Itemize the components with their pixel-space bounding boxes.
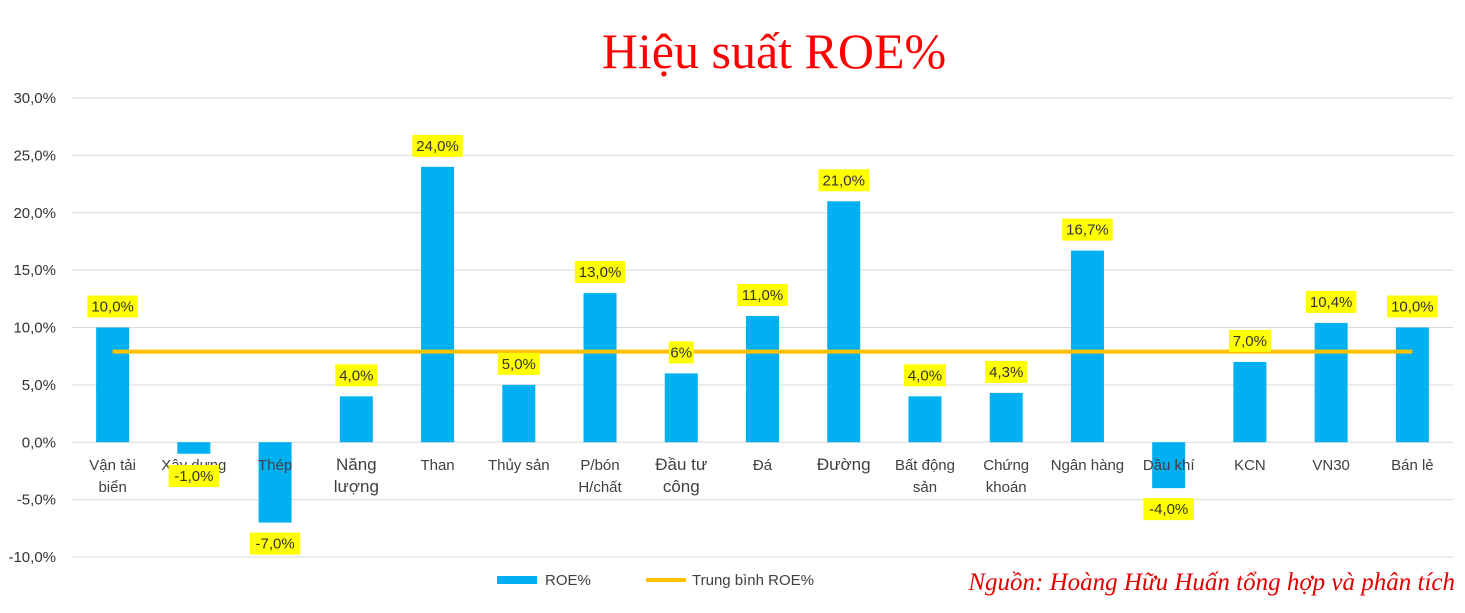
category-label: Vận tải biển — [89, 457, 136, 496]
y-tick-label: 20,0% — [13, 205, 56, 222]
data-label: 6% — [670, 344, 692, 361]
bar — [664, 373, 698, 443]
bar — [989, 392, 1023, 443]
data-label-bg — [1062, 218, 1113, 241]
category-label: KCN — [1234, 457, 1266, 474]
bar — [1395, 327, 1429, 443]
data-label: 10,4% — [1310, 294, 1353, 311]
data-label-bg — [668, 341, 694, 364]
data-label-bg — [249, 532, 301, 555]
category-label: Đường — [817, 455, 871, 474]
y-tick-label: 30,0% — [13, 90, 56, 107]
bar — [96, 327, 130, 443]
bar — [746, 316, 779, 443]
y-tick-label: 15,0% — [13, 262, 56, 279]
category-label: VN30 — [1312, 457, 1350, 474]
legend-label-average: Trung bình ROE% — [692, 572, 814, 589]
category-label: Thép — [258, 457, 292, 474]
bar — [1152, 442, 1186, 489]
bar — [177, 442, 211, 454]
category-label: Thủy sản — [488, 457, 550, 474]
data-label: -7,0% — [255, 536, 294, 553]
y-tick-label: 25,0% — [13, 147, 56, 164]
category-labels: Vận tảibiểnXây dựngThépNănglượngThanThủy… — [89, 455, 1433, 496]
bar — [258, 442, 292, 523]
y-axis: 30,0% 25,0% 20,0% 15,0% 10,0% 5,0% 0,0% -5,0% -1… — [8, 90, 56, 566]
data-label: 11,0% — [742, 287, 783, 304]
data-label-bg — [574, 261, 626, 284]
category-label: Dầu khí — [1143, 457, 1196, 474]
bar — [908, 396, 942, 443]
bar — [1070, 250, 1104, 443]
data-label: -1,0% — [174, 468, 213, 485]
category-label: Bán lẻ — [1391, 457, 1434, 474]
y-tick-label: -5,0% — [17, 492, 56, 509]
y-tick-label: -10,0% — [8, 549, 56, 566]
bar — [339, 396, 373, 443]
data-label-bg — [1143, 498, 1194, 521]
category-label: Ngân hàng — [1051, 457, 1124, 474]
data-label: 4,3% — [989, 364, 1023, 381]
data-label-bg — [737, 284, 788, 307]
data-label: 13,0% — [579, 264, 622, 281]
data-label-bg — [335, 364, 378, 387]
source-note: Nguồn: Hoàng Hữu Huấn tổng hợp và phân t… — [967, 569, 1455, 596]
data-label-bg — [1305, 290, 1357, 313]
bar — [421, 166, 455, 443]
chart-title: Hiệu suất ROE% — [602, 23, 946, 79]
data-label-bg — [87, 295, 138, 318]
legend: ROE% Trung bình ROE% — [497, 572, 814, 589]
category-label: Năng lượng — [334, 455, 379, 496]
data-label: -4,0% — [1149, 501, 1188, 518]
y-tick-label: 0,0% — [22, 434, 56, 451]
data-label: 4,0% — [908, 367, 942, 384]
bars — [96, 166, 1429, 523]
data-label: 4,0% — [339, 367, 373, 384]
data-label-bg — [985, 360, 1028, 383]
data-label: 21,0% — [822, 172, 865, 189]
category-label: Chứng khoán — [983, 457, 1029, 496]
bar — [583, 293, 617, 443]
bar — [502, 384, 536, 443]
category-label: Than — [420, 457, 454, 474]
data-label-bg — [1228, 329, 1271, 352]
bar — [827, 201, 861, 443]
data-label: 7,0% — [1233, 333, 1267, 350]
data-label-bg — [168, 465, 220, 487]
bar — [1314, 322, 1348, 443]
data-label: 16,7% — [1066, 222, 1109, 239]
y-tick-label: 5,0% — [22, 377, 56, 394]
data-label-bg — [1387, 295, 1438, 318]
category-label: Bất động sản — [895, 457, 955, 496]
legend-label-roe: ROE% — [545, 572, 591, 589]
category-label: Đầu tư công — [655, 455, 707, 496]
data-label-bg — [497, 352, 540, 375]
data-label-bg — [903, 364, 946, 387]
data-label: 10,0% — [91, 299, 134, 316]
category-label: P/bón H/chất — [578, 457, 622, 496]
bar — [1233, 361, 1267, 443]
data-label: 10,0% — [1391, 299, 1434, 316]
category-label: Đá — [753, 457, 773, 474]
data-label-bg — [412, 134, 463, 157]
data-label: 24,0% — [416, 138, 459, 155]
data-label: 5,0% — [502, 356, 536, 373]
y-tick-label: 10,0% — [13, 320, 56, 337]
legend-swatch-roe — [497, 576, 537, 584]
data-labels: 10,0% -1,0% -7,0% 4,0% 24,0% 5,0% 13,0% 6% 11,0%… — [87, 134, 1438, 555]
data-label-bg — [818, 169, 869, 192]
